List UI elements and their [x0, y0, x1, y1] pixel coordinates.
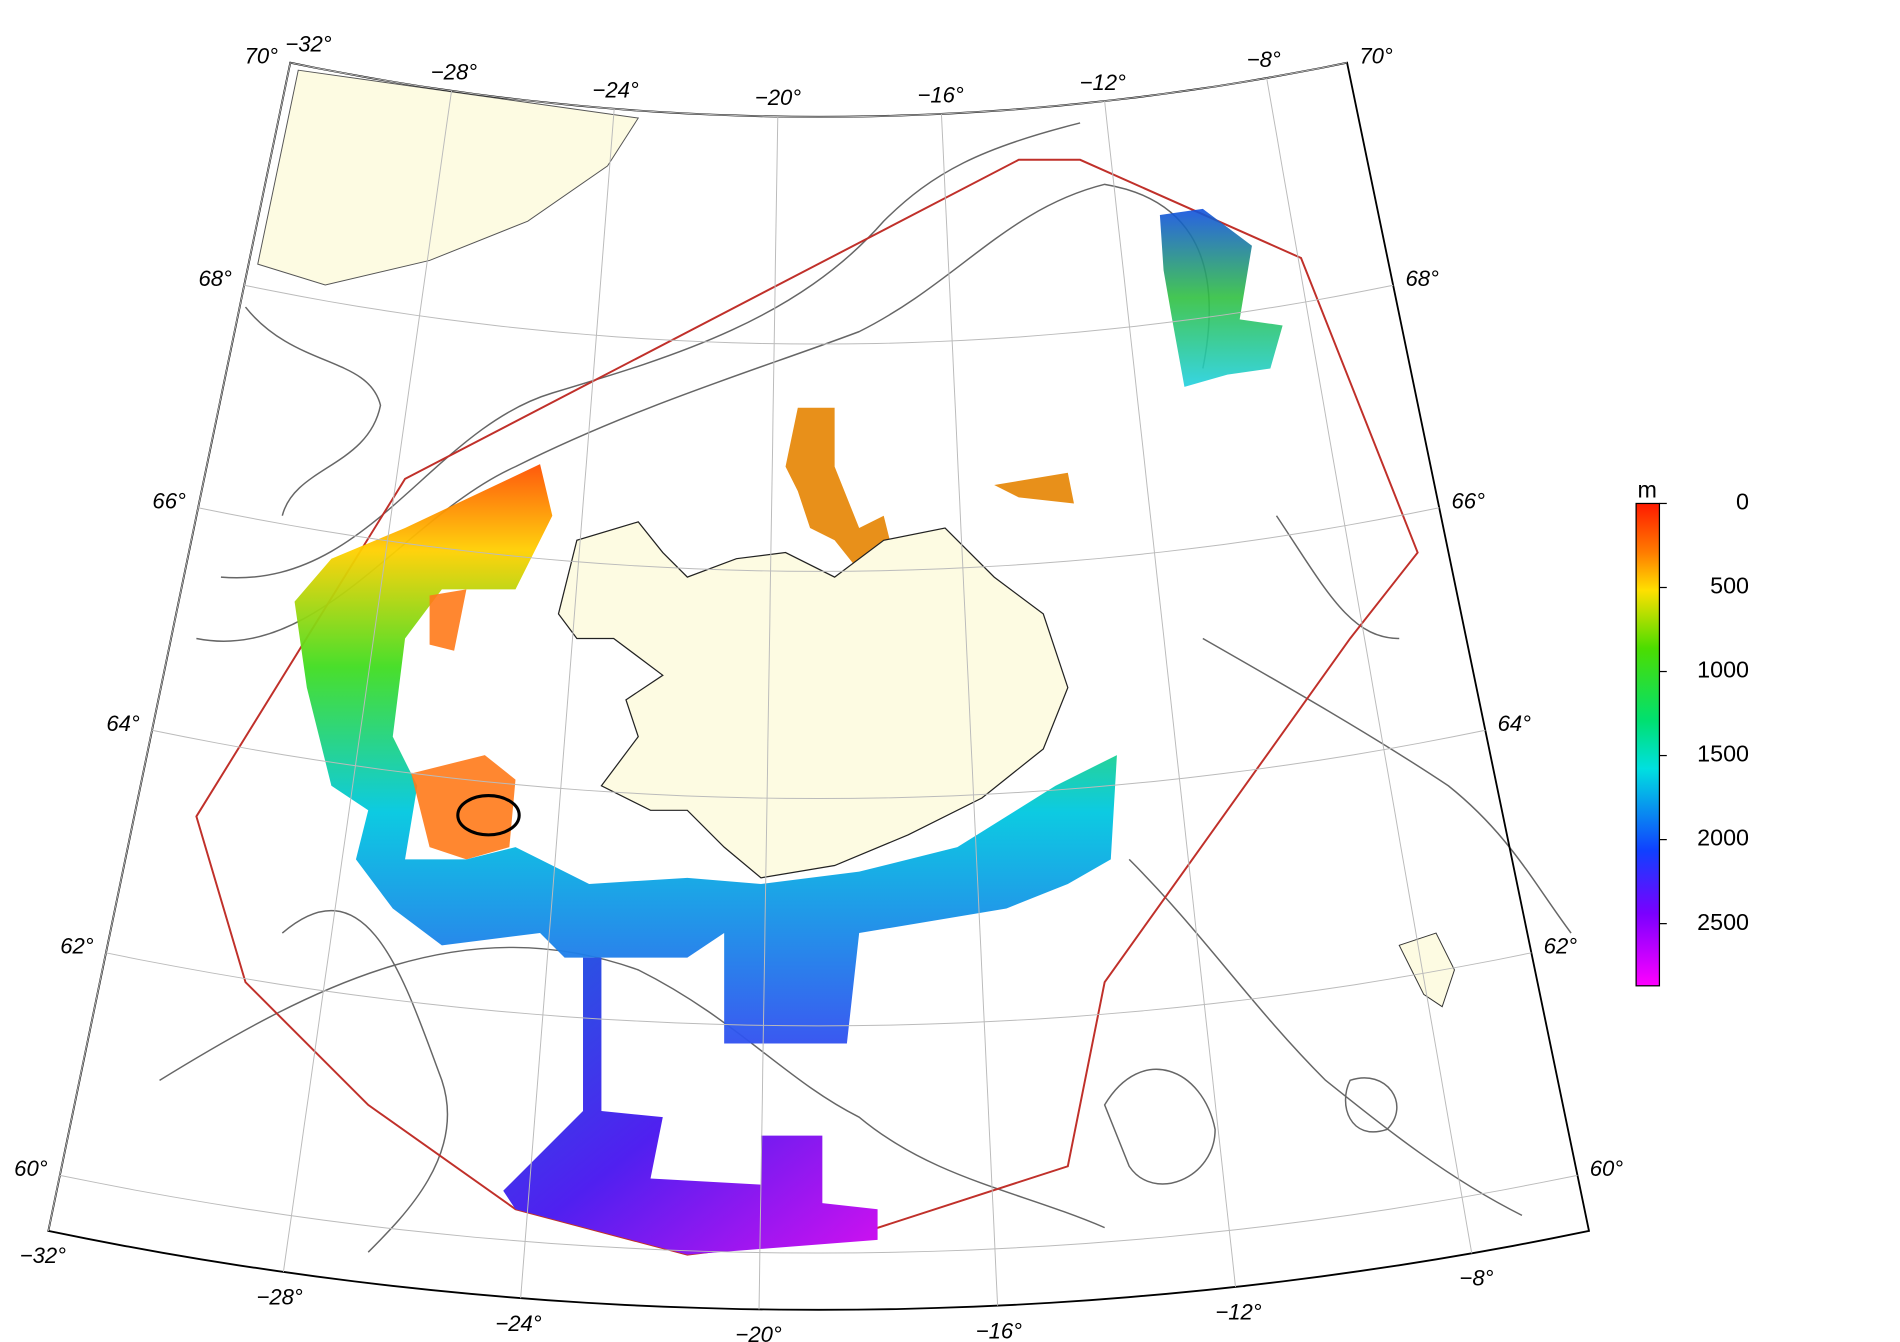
lon-label-top: −28°: [431, 60, 477, 85]
lat-label-right: 64°: [1498, 711, 1532, 736]
colorbar-unit: m: [1637, 476, 1656, 502]
colorbar-ramp: [1635, 502, 1661, 987]
greenland: [257, 69, 640, 286]
lon-label-bottom: −20°: [735, 1322, 781, 1342]
parallel: [244, 284, 1394, 345]
lon-label-bottom: −28°: [256, 1285, 302, 1310]
swath-southwest: [294, 464, 1117, 1044]
swath-northeast: [1159, 208, 1283, 387]
contour: [1202, 515, 1572, 934]
meridian: [1104, 101, 1236, 1287]
lon-label-top: −8°: [1247, 47, 1281, 72]
lon-label-top: −24°: [592, 77, 638, 102]
parallel: [198, 507, 1440, 572]
map-layer: [159, 69, 1572, 1256]
parallel: [59, 1174, 1578, 1254]
meridian: [520, 108, 615, 1299]
parallel: [151, 729, 1486, 800]
lat-label-right: 60°: [1590, 1156, 1624, 1181]
lat-label-right: 62°: [1544, 934, 1578, 959]
lon-label-bottom: −24°: [495, 1311, 541, 1336]
swath-north: [785, 407, 1074, 571]
meridian: [758, 116, 779, 1310]
marker-ellipse: [456, 794, 521, 837]
colorbar-tick-label: 500: [1710, 573, 1749, 599]
colorbar-tick-label: 0: [1736, 489, 1749, 515]
parallel: [105, 952, 1532, 1027]
colorbar-tick-label: 2000: [1697, 825, 1749, 851]
lat-label-left: 64°: [106, 711, 140, 736]
lon-label-top: −12°: [1080, 70, 1126, 95]
meridian: [282, 90, 453, 1272]
contour: [1103, 858, 1523, 1217]
contour: [220, 122, 1081, 579]
survey-boundary: [195, 158, 1419, 1256]
iceland: [557, 521, 1069, 879]
lat-label-right: 66°: [1452, 489, 1486, 514]
colorbar: m 0 500 1000 1500 2000 2500: [1635, 476, 1749, 987]
lon-label-top: −16°: [917, 83, 963, 108]
meridian: [47, 62, 291, 1232]
meridian: [1266, 77, 1473, 1254]
lon-label-bottom: −16°: [976, 1318, 1022, 1342]
lon-label-top: −32°: [285, 32, 331, 57]
lat-label-left: 60°: [14, 1156, 48, 1181]
lon-label-bottom: −12°: [1215, 1300, 1261, 1325]
swath-deep: [503, 957, 878, 1255]
meridian: [940, 113, 999, 1306]
labels: −32° −32° −28° −28° −24° −24° −20° −20° −16° −16°…: [14, 32, 1623, 1342]
lat-label-left: 66°: [152, 489, 186, 514]
contour: [159, 909, 1105, 1253]
lat-label-left: 70°: [245, 44, 279, 69]
lat-label-right: 68°: [1405, 266, 1439, 291]
lon-label-bottom: −8°: [1459, 1266, 1493, 1291]
faroe-islands: [1398, 932, 1455, 1008]
parallel: [290, 62, 1348, 118]
colorbar-tick-label: 1000: [1697, 657, 1749, 683]
graticule: [47, 61, 1591, 1311]
lat-label-left: 68°: [199, 266, 233, 291]
lat-label-left: 62°: [60, 934, 94, 959]
lat-label-right: 70°: [1359, 44, 1393, 69]
swath-reykjanes: [411, 589, 516, 860]
colorbar-tick-label: 2500: [1697, 909, 1749, 935]
lon-label-bottom: −32°: [20, 1243, 66, 1268]
lon-label-top: −20°: [755, 85, 801, 110]
colorbar-tick-label: 1500: [1697, 741, 1749, 767]
